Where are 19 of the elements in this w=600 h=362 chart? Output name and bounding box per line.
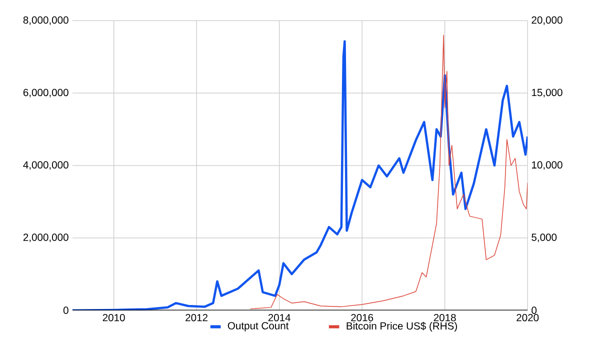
x-tick-label: 2012	[186, 314, 208, 322]
legend-label: Output Count	[228, 322, 289, 332]
x-tick-label: 2018	[434, 314, 456, 322]
y-tick-label: 0	[63, 306, 68, 314]
y-tick-label: 8,000,000	[23, 16, 68, 25]
x-tick-label: 2014	[268, 314, 290, 322]
y2-tick-label: 20,000	[532, 16, 562, 25]
y-tick-label: 4,000,000	[23, 161, 68, 170]
x-tick-label: 2020	[516, 314, 539, 322]
x-tick-label: 2016	[351, 314, 374, 322]
y2-tick-label: 15,000	[532, 88, 562, 98]
line-series	[250, 34, 528, 310]
y-tick-label: 2,000,000	[23, 234, 68, 242]
x-tick-label: 2010	[102, 314, 125, 322]
y2-tick-label: 5,000	[532, 234, 557, 242]
y2-tick-label: 0	[532, 306, 537, 314]
y2-tick-label: 10,000	[532, 161, 562, 170]
y-tick-label: 6,000,000	[23, 88, 68, 98]
legend-label: Bitcoin Price US$ (RHS)	[346, 322, 457, 332]
